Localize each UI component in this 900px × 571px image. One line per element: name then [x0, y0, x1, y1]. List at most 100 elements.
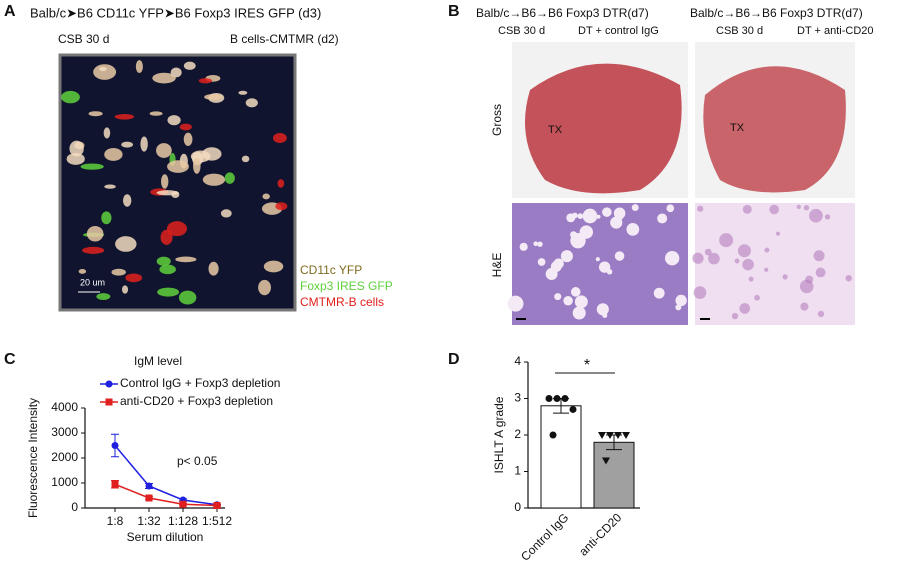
point	[145, 482, 153, 490]
tissue	[675, 304, 682, 311]
cell	[156, 190, 179, 196]
cell	[121, 285, 129, 294]
tissue	[563, 296, 573, 306]
legend-entry: CMTMR-B cells	[300, 295, 384, 309]
panel-title: Balb/c➤B6 CD11c YFP➤B6 Foxp3 IRES GFP (d…	[30, 5, 321, 20]
tissue	[748, 276, 754, 282]
point	[569, 405, 577, 413]
note: B cells-CMTMR (d2)	[230, 32, 339, 46]
cell	[93, 64, 117, 80]
x-tick-label: 1:128	[168, 514, 198, 528]
tissue	[769, 204, 780, 215]
chart-title: IgM level	[134, 354, 182, 368]
x-tick-label: anti-CD20	[576, 510, 624, 558]
x-tick-label: 1:512	[202, 514, 232, 528]
images	[58, 42, 855, 325]
point	[111, 480, 119, 488]
cell	[192, 157, 201, 174]
cell	[159, 264, 176, 275]
tissue	[737, 244, 751, 258]
y-tick-label: 4	[514, 354, 521, 368]
cell	[122, 194, 132, 207]
tissue	[692, 252, 704, 264]
tissue	[613, 207, 626, 220]
cell	[82, 246, 105, 254]
x-axis-label: Serum dilution	[127, 530, 204, 544]
point	[622, 432, 630, 439]
cell	[178, 290, 197, 305]
row-label: H&E	[490, 253, 504, 278]
tissue	[800, 302, 809, 311]
panel-label: A	[4, 3, 16, 20]
cell	[258, 279, 271, 296]
tissue	[824, 214, 831, 220]
note: CSB 30 d	[58, 32, 109, 46]
cell	[208, 261, 219, 276]
tissue	[598, 261, 611, 273]
tissue	[560, 250, 573, 263]
tissue	[595, 257, 600, 262]
tissue	[614, 251, 625, 261]
tissue	[577, 213, 584, 219]
tx-label: TX	[548, 124, 563, 136]
cell	[161, 174, 169, 189]
legend-label: anti-CD20 + Foxp3 depletion	[120, 394, 273, 408]
cell	[66, 153, 85, 165]
lung	[525, 63, 682, 194]
tissue	[815, 267, 826, 278]
tissue	[537, 258, 546, 266]
panel-label: B	[448, 3, 460, 20]
tissue	[519, 242, 528, 251]
tissue	[572, 306, 586, 320]
cell	[125, 273, 143, 283]
cell	[96, 293, 111, 300]
y-tick-label: 1000	[51, 475, 78, 489]
y-tick-label: 3000	[51, 425, 78, 439]
point	[614, 432, 622, 439]
point	[545, 395, 553, 402]
x-tick-label: 1:8	[107, 514, 124, 528]
cell	[175, 256, 197, 263]
legend-entry: Foxp3 IRES GFP	[300, 279, 393, 293]
cell	[156, 143, 172, 158]
tissue	[553, 258, 564, 269]
point	[111, 442, 119, 449]
tissue	[570, 287, 581, 297]
cell	[238, 90, 248, 95]
cell	[156, 256, 171, 266]
tissue	[653, 287, 665, 299]
tissue	[545, 268, 558, 280]
point	[553, 395, 561, 402]
point	[598, 432, 606, 439]
tissue	[664, 251, 680, 266]
tissue	[596, 214, 601, 219]
note: DT + control IgG	[578, 25, 659, 37]
cell	[114, 114, 135, 120]
series-line	[114, 483, 218, 507]
histology-image	[695, 203, 855, 325]
cell	[121, 141, 134, 148]
cell	[220, 209, 232, 218]
cell	[241, 155, 250, 163]
cell	[272, 133, 287, 143]
row-label: Gross	[490, 104, 504, 136]
cell	[167, 115, 181, 126]
point	[561, 395, 569, 402]
point	[145, 494, 153, 502]
tissue	[675, 294, 687, 307]
y-tick-label: 2000	[51, 450, 78, 464]
cell	[104, 148, 123, 161]
column-title: Balb/c→B6→B6 Foxp3 DTR(d7)	[476, 6, 649, 20]
tissue	[742, 258, 754, 271]
cell	[262, 193, 270, 200]
legend-label: Control IgG + Foxp3 depletion	[120, 376, 280, 390]
column-title: Balb/c→B6→B6 Foxp3 DTR(d7)	[690, 6, 863, 20]
cell	[198, 78, 213, 84]
tissue	[817, 310, 825, 318]
cell	[61, 90, 80, 104]
tissue	[566, 213, 576, 223]
tissue	[533, 241, 539, 247]
cell	[263, 260, 284, 273]
tissue	[554, 293, 562, 301]
